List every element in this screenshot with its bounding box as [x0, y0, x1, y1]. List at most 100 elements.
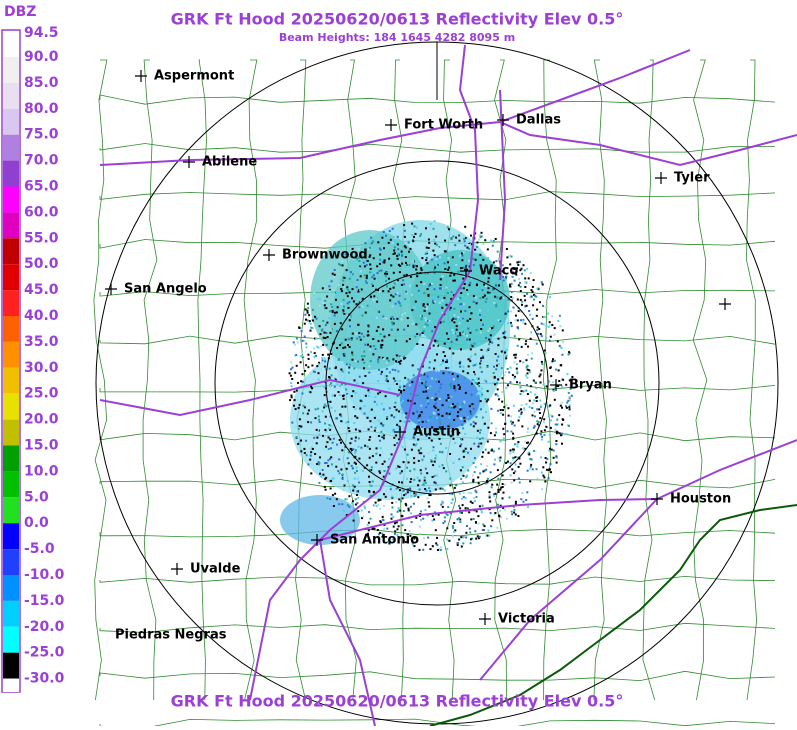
echo-pixel: [488, 293, 491, 296]
echo-pixel: [533, 415, 536, 418]
echo-pixel: [309, 322, 312, 325]
echo-pixel: [327, 459, 330, 462]
echo-pixel: [397, 330, 400, 333]
echo-pixel: [368, 371, 371, 374]
echo-pixel: [512, 505, 515, 508]
echo-pixel: [497, 378, 500, 381]
echo-pixel: [446, 292, 449, 294]
echo-pixel: [317, 378, 320, 381]
echo-pixel: [345, 467, 348, 470]
echo-pixel: [383, 259, 386, 262]
echo-pixel: [400, 390, 403, 392]
echo-pixel: [529, 313, 531, 316]
echo-pixel: [443, 489, 446, 492]
echo-pixel: [499, 440, 502, 443]
echo-pixel: [534, 381, 537, 384]
echo-pixel: [427, 536, 430, 539]
echo-pixel: [366, 304, 369, 307]
city-marker: [135, 70, 147, 82]
echo-pixel: [378, 270, 381, 273]
echo-pixel: [487, 280, 490, 283]
echo-pixel: [415, 323, 418, 326]
echo-pixel: [538, 328, 541, 330]
echo-pixel: [413, 428, 416, 430]
echo-pixel: [571, 376, 574, 378]
echo-pixel: [417, 289, 420, 292]
echo-pixel: [511, 456, 514, 459]
echo-pixel: [460, 511, 463, 514]
echo-pixel: [502, 332, 505, 335]
echo-pixel: [426, 303, 429, 306]
echo-pixel: [389, 485, 392, 488]
echo-pixel: [332, 477, 335, 480]
echo-pixel: [410, 293, 413, 296]
echo-pixel: [352, 390, 355, 393]
echo-pixel: [413, 225, 416, 228]
echo-pixel: [381, 515, 384, 518]
echo-pixel: [529, 480, 532, 483]
echo-pixel: [361, 305, 364, 308]
echo-pixel: [371, 527, 374, 530]
echo-pixel: [532, 426, 535, 429]
echo-pixel: [528, 453, 531, 456]
echo-pixel: [505, 355, 508, 358]
echo-pixel: [487, 287, 490, 290]
echo-pixel: [361, 358, 364, 361]
echo-pixel: [400, 225, 403, 228]
echo-pixel: [486, 390, 489, 393]
echo-pixel: [397, 525, 400, 528]
echo-pixel: [412, 238, 414, 241]
echo-pixel: [369, 271, 372, 274]
echo-pixel: [392, 429, 395, 432]
echo-pixel: [403, 494, 406, 497]
echo-pixel: [396, 257, 399, 260]
echo-pixel: [476, 246, 479, 248]
echo-pixel: [323, 304, 326, 307]
echo-pixel: [373, 408, 376, 411]
echo-pixel: [411, 364, 414, 367]
echo-pixel: [479, 438, 481, 440]
echo-pixel: [367, 343, 369, 346]
echo-pixel: [452, 279, 455, 282]
echo-pixel: [393, 282, 396, 285]
echo-pixel: [512, 436, 515, 439]
echo-pixel: [396, 510, 399, 513]
echo-pixel: [462, 251, 465, 254]
city-marker: [311, 534, 323, 546]
echo-pixel: [441, 306, 444, 309]
echo-pixel: [468, 527, 471, 530]
echo-pixel: [567, 353, 570, 356]
echo-pixel: [478, 385, 481, 388]
echo-pixel: [552, 388, 555, 391]
echo-pixel: [526, 267, 529, 270]
echo-pixel: [333, 322, 336, 325]
echo-pixel: [348, 495, 351, 498]
echo-pixel: [477, 377, 480, 380]
echo-pixel: [342, 394, 345, 397]
echo-pixel: [495, 431, 498, 434]
echo-pixel: [412, 443, 415, 446]
echo-pixel: [409, 505, 412, 508]
echo-pixel: [475, 382, 478, 385]
echo-pixel: [407, 507, 410, 510]
echo-pixel: [481, 455, 484, 458]
echo-pixel: [409, 534, 412, 537]
legend-swatch: [3, 523, 19, 550]
echo-pixel: [445, 286, 448, 289]
echo-pixel: [464, 447, 467, 450]
echo-pixel: [424, 482, 427, 484]
echo-pixel: [372, 364, 375, 367]
echo-pixel: [486, 440, 489, 443]
echo-pixel: [472, 257, 475, 260]
echo-pixel: [408, 284, 411, 287]
echo-pixel: [392, 358, 395, 361]
echo-pixel: [443, 342, 446, 345]
echo-pixel: [351, 351, 354, 354]
echo-pixel: [513, 353, 516, 356]
echo-pixel: [297, 427, 300, 430]
echo-pixel: [473, 442, 476, 445]
echo-pixel: [438, 380, 440, 383]
echo-pixel: [325, 405, 328, 408]
echo-pixel: [393, 406, 396, 408]
echo-pixel: [352, 448, 355, 451]
